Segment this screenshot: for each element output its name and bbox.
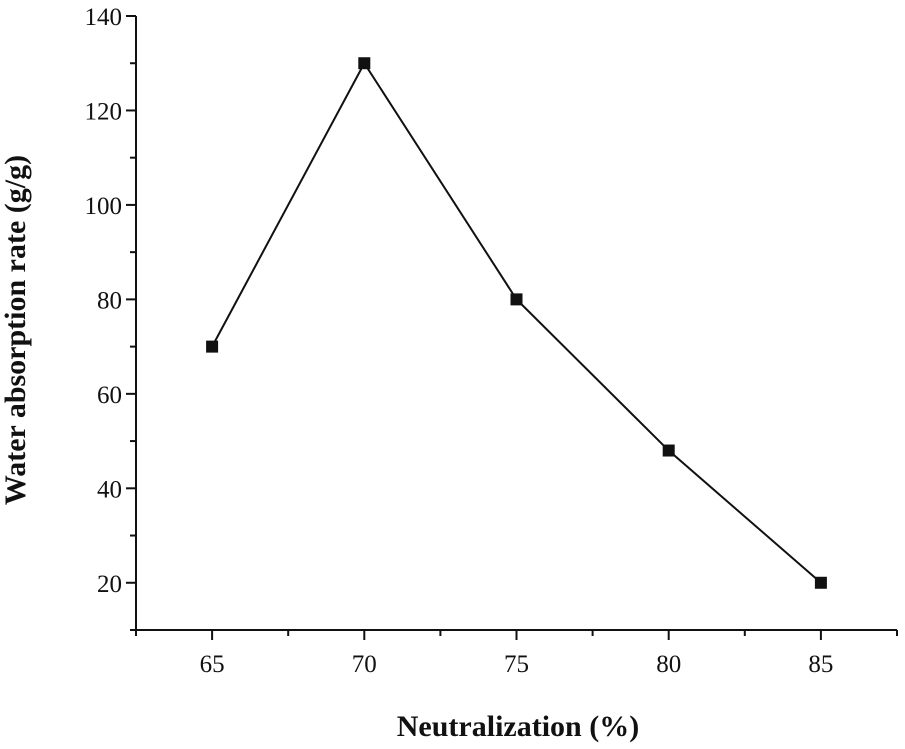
y-tick-label: 60: [97, 382, 122, 409]
y-tick-label: 120: [85, 98, 123, 125]
x-tick-label: 75: [504, 651, 529, 678]
y-tick-label: 40: [97, 476, 122, 503]
data-point-marker: [358, 57, 371, 70]
y-tick-label: 20: [97, 571, 122, 598]
x-tick-label: 85: [808, 651, 833, 678]
y-axis-title: Water absorption rate (g/g): [0, 155, 32, 505]
data-series: [206, 57, 827, 589]
x-tick-label: 80: [656, 651, 681, 678]
data-point-marker: [510, 293, 523, 306]
x-axis-title: Neutralization (%): [397, 710, 639, 743]
x-tick-label: 65: [200, 651, 225, 678]
y-tick-label: 100: [85, 193, 123, 220]
y-tick-label: 80: [97, 287, 122, 314]
series-line: [211, 61, 822, 584]
x-tick-label: 70: [352, 651, 377, 678]
tick-marks: [126, 15, 898, 640]
y-tick-label: 140: [85, 4, 123, 31]
data-point-marker: [662, 444, 675, 457]
data-point-marker: [206, 340, 219, 353]
axes: [135, 16, 897, 631]
tick-labels: 65 70 75 80 85 20 40 60 80 100 120 140: [85, 4, 834, 678]
data-point-marker: [814, 576, 827, 589]
